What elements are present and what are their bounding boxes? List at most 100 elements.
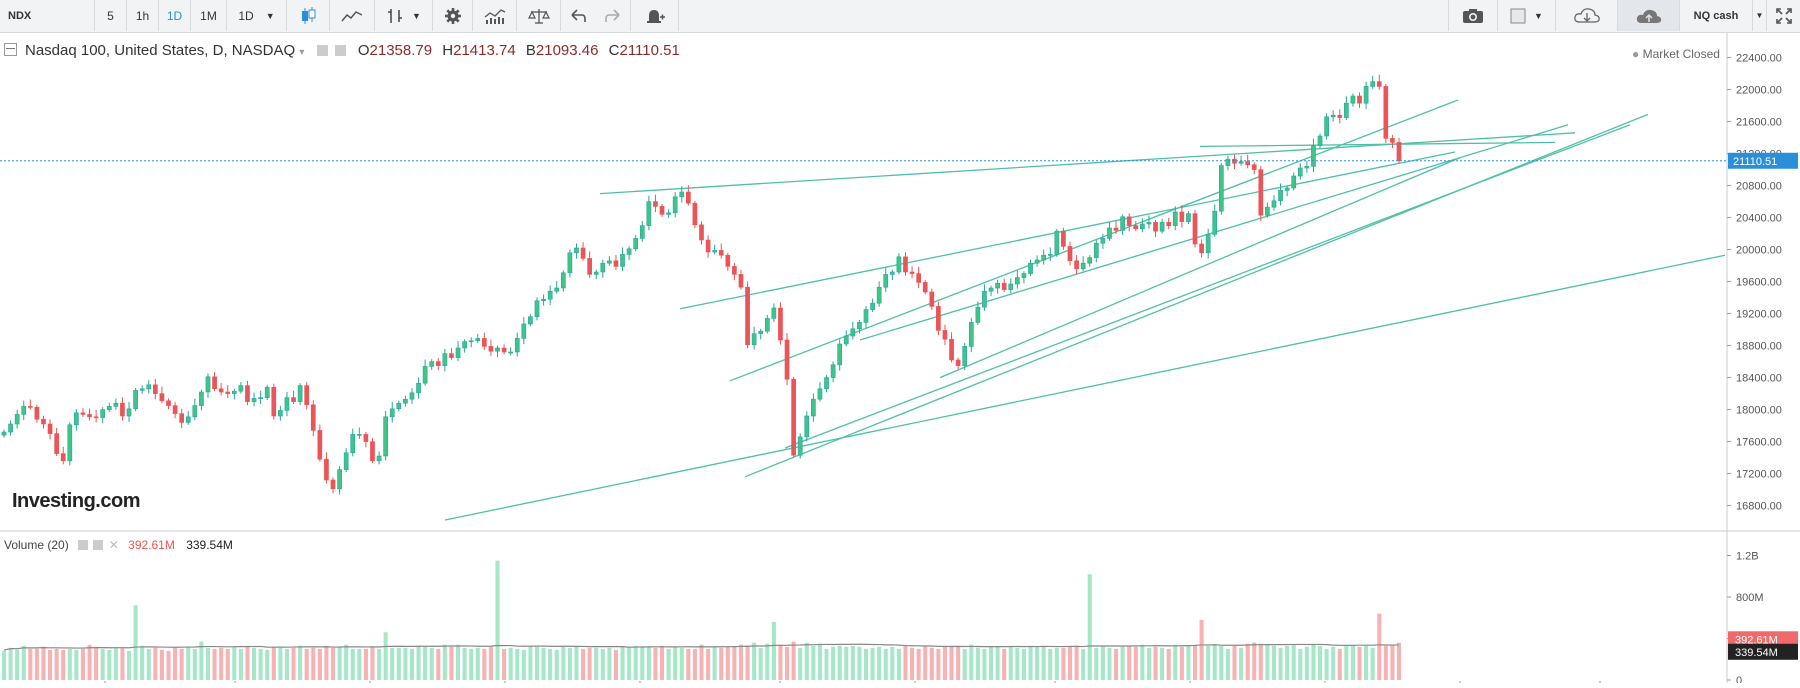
volume-bar bbox=[785, 646, 790, 680]
candle-body bbox=[929, 291, 935, 307]
indicators-button[interactable] bbox=[473, 0, 517, 31]
ohlc-close: C21110.51 bbox=[608, 42, 680, 59]
candle-body bbox=[824, 377, 829, 390]
candle-body bbox=[468, 340, 474, 343]
account-chevron[interactable]: ▼ bbox=[1753, 0, 1767, 31]
volume-bar bbox=[265, 649, 270, 680]
volume-bar bbox=[758, 647, 763, 680]
volume-bar bbox=[146, 648, 151, 680]
candle-body bbox=[889, 271, 895, 275]
candle-body bbox=[850, 328, 856, 337]
volume-bar bbox=[1199, 619, 1204, 680]
volume-bar bbox=[883, 648, 888, 680]
candle-body bbox=[1159, 222, 1165, 232]
settings-small-icon[interactable] bbox=[93, 540, 104, 550]
volume-bar bbox=[1035, 646, 1040, 680]
compare-button[interactable] bbox=[517, 0, 561, 31]
volume-tick-label: 800M bbox=[1736, 592, 1764, 604]
undo-icon[interactable] bbox=[570, 8, 587, 23]
candle-body bbox=[245, 385, 250, 402]
candle-body bbox=[41, 418, 46, 425]
line-chart-icon bbox=[341, 10, 363, 21]
alert-button[interactable] bbox=[631, 0, 679, 31]
candle-body bbox=[705, 239, 711, 253]
candlestick-type-button[interactable] bbox=[287, 0, 330, 31]
candle-body bbox=[830, 364, 836, 378]
candle-body bbox=[982, 290, 987, 308]
interval-1h-button[interactable]: 1h bbox=[127, 0, 159, 31]
line-chart-button[interactable] bbox=[330, 0, 375, 31]
candle-body bbox=[758, 330, 764, 334]
bars-type-dropdown[interactable]: ▼ bbox=[375, 0, 433, 31]
candle-body bbox=[106, 406, 112, 410]
volume-bar bbox=[1298, 648, 1303, 680]
volume-bar bbox=[495, 560, 500, 680]
settings-button[interactable] bbox=[433, 0, 473, 31]
volume-bar bbox=[225, 648, 230, 680]
visibility-icon[interactable] bbox=[316, 45, 328, 56]
symbol-field[interactable]: NDX bbox=[0, 0, 95, 31]
volume-bar bbox=[469, 648, 474, 680]
settings-small-icon[interactable] bbox=[334, 45, 346, 56]
candle-body bbox=[1218, 165, 1224, 212]
candle-body bbox=[435, 361, 441, 366]
candle-body bbox=[626, 248, 632, 255]
candle-body bbox=[284, 397, 290, 411]
chart-area[interactable]: 16800.00 17200.00 17600.00 18000.00 18400.00… bbox=[0, 33, 1800, 687]
volume-bar bbox=[284, 648, 289, 680]
interval-1m-button[interactable]: 1M bbox=[191, 0, 227, 31]
volume-bar bbox=[574, 646, 579, 680]
close-icon[interactable]: ✕ bbox=[108, 538, 119, 552]
save-layout-button[interactable] bbox=[1618, 0, 1680, 31]
candle-body bbox=[1120, 216, 1125, 231]
volume-bar bbox=[936, 648, 941, 680]
candle-body bbox=[949, 338, 954, 361]
candle-body bbox=[791, 378, 796, 456]
candle-body bbox=[633, 238, 639, 250]
candle-body bbox=[745, 286, 750, 346]
volume-bar bbox=[159, 649, 164, 680]
volume-tick-label: 0 bbox=[1736, 675, 1742, 683]
candle-body bbox=[403, 398, 408, 404]
candle-body bbox=[304, 385, 310, 406]
collapse-icon[interactable] bbox=[4, 43, 17, 56]
visibility-icon[interactable] bbox=[78, 540, 89, 550]
volume-bar bbox=[1317, 645, 1323, 680]
y-tick-label: 20400.00 bbox=[1736, 213, 1782, 225]
candle-body bbox=[1113, 227, 1119, 231]
color-theme-dropdown[interactable]: ▼ bbox=[1498, 0, 1556, 31]
candle-body bbox=[350, 434, 356, 454]
redo-icon[interactable] bbox=[604, 8, 621, 23]
volume-bar bbox=[1074, 645, 1079, 680]
volume-bar bbox=[1067, 646, 1073, 680]
screenshot-button[interactable] bbox=[1448, 0, 1498, 31]
candle-body bbox=[317, 430, 323, 460]
volume-bar bbox=[232, 646, 237, 680]
trend-line bbox=[679, 151, 1456, 310]
candle-body bbox=[21, 406, 27, 415]
chevron-down-icon[interactable]: ▾ bbox=[299, 47, 305, 58]
candle-body bbox=[784, 339, 790, 380]
interval-1d-button[interactable]: 1D bbox=[159, 0, 191, 31]
candle-body bbox=[47, 423, 53, 434]
interval-5-button[interactable]: 5 bbox=[95, 0, 127, 31]
candle-body bbox=[896, 256, 902, 273]
load-layout-button[interactable] bbox=[1556, 0, 1618, 31]
candle-body bbox=[764, 318, 770, 332]
interval-custom-dropdown[interactable]: 1D ▼ bbox=[227, 0, 287, 31]
candle-body bbox=[541, 298, 546, 302]
candle-body bbox=[587, 258, 592, 275]
volume-bar bbox=[153, 647, 158, 680]
volume-bar bbox=[929, 647, 934, 680]
account-dropdown[interactable]: NQ cash bbox=[1680, 0, 1753, 31]
price-chart[interactable]: 16800.00 17200.00 17600.00 18000.00 18400.00… bbox=[0, 33, 1800, 687]
candlestick-icon bbox=[302, 6, 316, 24]
candle-body bbox=[238, 385, 244, 392]
candle-body bbox=[442, 353, 448, 366]
fullscreen-button[interactable] bbox=[1767, 0, 1800, 31]
candle-body bbox=[1028, 262, 1033, 274]
volume-bar bbox=[199, 641, 204, 680]
volume-bar bbox=[719, 647, 724, 680]
candle-body bbox=[1054, 230, 1060, 255]
volume-bar bbox=[80, 648, 86, 680]
